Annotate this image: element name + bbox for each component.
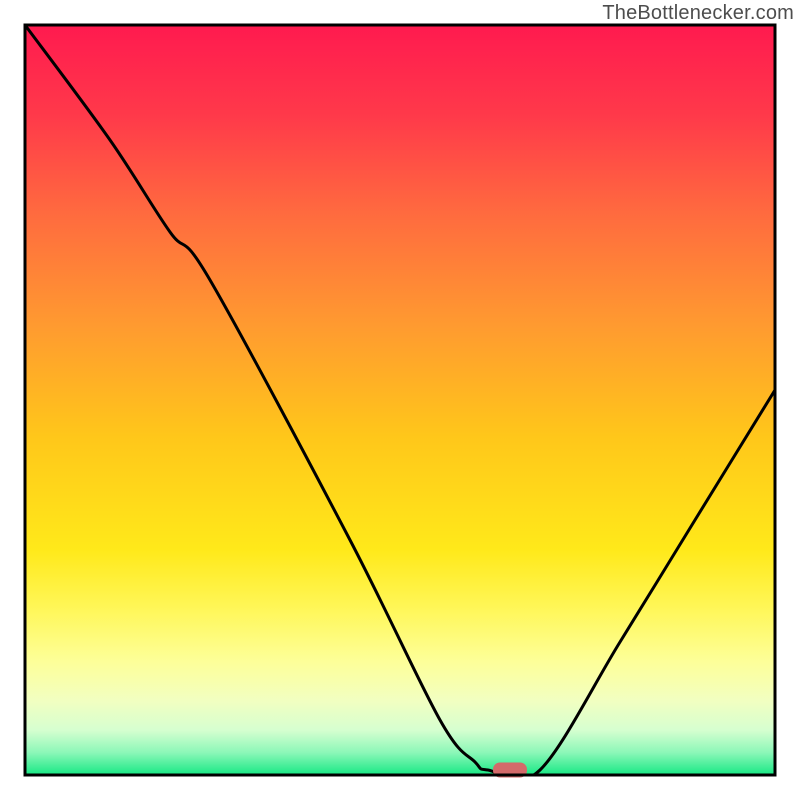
chart-container (0, 0, 800, 800)
bottleneck-chart (0, 0, 800, 800)
gradient-background (25, 25, 775, 775)
watermark-text: TheBottlenecker.com (602, 2, 794, 25)
